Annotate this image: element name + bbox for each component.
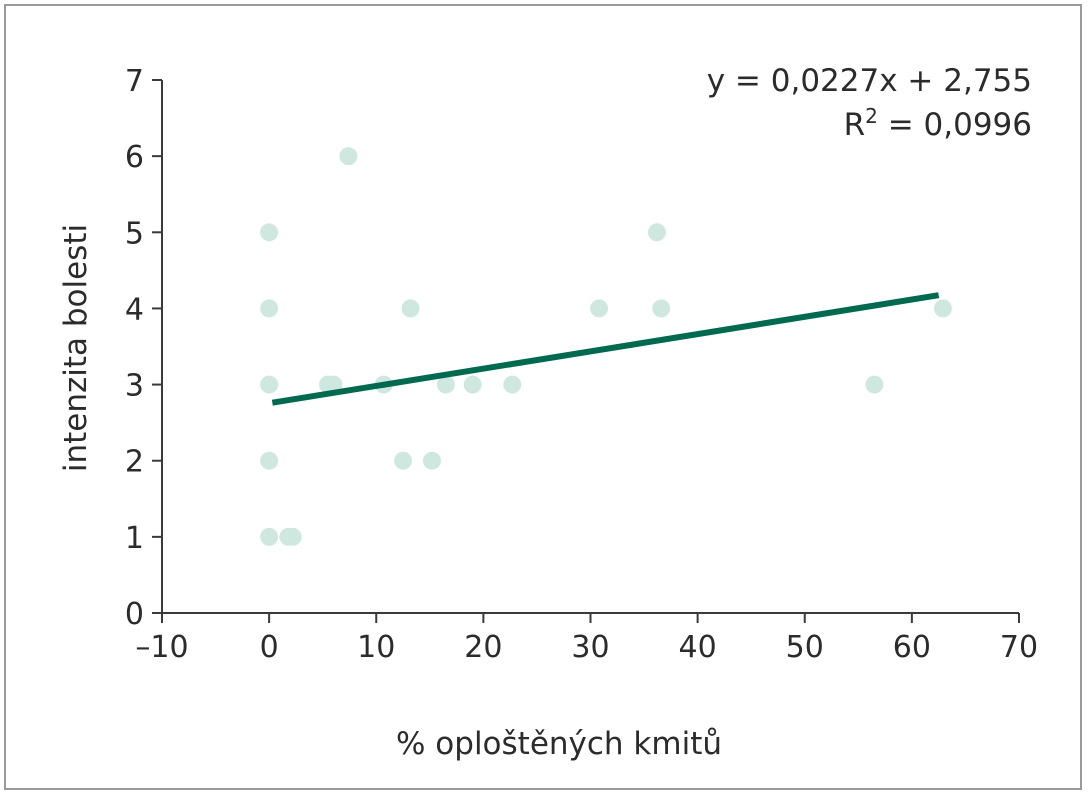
data-point bbox=[260, 375, 279, 394]
x-tick-label: 0 bbox=[260, 630, 279, 665]
data-point bbox=[463, 375, 482, 394]
x-tick-label: 60 bbox=[893, 630, 931, 665]
data-point bbox=[260, 299, 279, 318]
x-tick-label: 70 bbox=[1000, 630, 1038, 665]
r2-value: = 0,0996 bbox=[878, 107, 1032, 143]
data-point bbox=[260, 527, 279, 546]
r2-superscript: 2 bbox=[865, 104, 878, 128]
data-point bbox=[394, 451, 413, 470]
data-point bbox=[260, 223, 279, 242]
x-tick-label: 30 bbox=[571, 630, 609, 665]
x-axis-title: % oploštěných kmitů bbox=[396, 726, 722, 762]
r2-label: R bbox=[844, 107, 866, 143]
data-point bbox=[401, 299, 420, 318]
regression-equation: y = 0,0227x + 2,755 bbox=[707, 63, 1032, 99]
x-tick-label: 40 bbox=[679, 630, 717, 665]
y-tick-label: 7 bbox=[125, 64, 144, 99]
trendline-group bbox=[271, 292, 940, 406]
y-axis-title: intenzita bolesti bbox=[58, 224, 94, 472]
data-point bbox=[503, 375, 522, 394]
y-tick-label: 1 bbox=[125, 521, 144, 556]
y-tick-label: 0 bbox=[125, 597, 144, 632]
data-point bbox=[652, 299, 671, 318]
x-tick-label: 20 bbox=[464, 630, 502, 665]
data-point bbox=[339, 147, 358, 166]
trendline bbox=[271, 292, 940, 406]
y-tick-label: 3 bbox=[125, 369, 144, 404]
x-tick-label: 10 bbox=[357, 630, 395, 665]
chart-frame: 0 1 2 3 4 5 6 7 –10 0 10 20 30 40 50 60 70 y = 0,0227x +… bbox=[4, 4, 1082, 790]
y-tick-label: 5 bbox=[125, 216, 144, 251]
data-point bbox=[933, 299, 952, 318]
data-point bbox=[647, 223, 666, 242]
r-squared-annotation: R2 = 0,0996 bbox=[844, 104, 1032, 143]
y-tick-label: 4 bbox=[125, 292, 144, 327]
data-point bbox=[436, 375, 455, 394]
data-point bbox=[283, 527, 302, 546]
y-tick-label: 6 bbox=[125, 140, 144, 175]
y-tick-label: 2 bbox=[125, 445, 144, 480]
data-point bbox=[324, 375, 343, 394]
x-tick-label: 50 bbox=[786, 630, 824, 665]
data-point bbox=[865, 375, 884, 394]
data-point bbox=[590, 299, 609, 318]
x-tick-label: –10 bbox=[135, 630, 188, 665]
data-point bbox=[422, 451, 441, 470]
data-point bbox=[260, 451, 279, 470]
data-points bbox=[260, 147, 952, 546]
